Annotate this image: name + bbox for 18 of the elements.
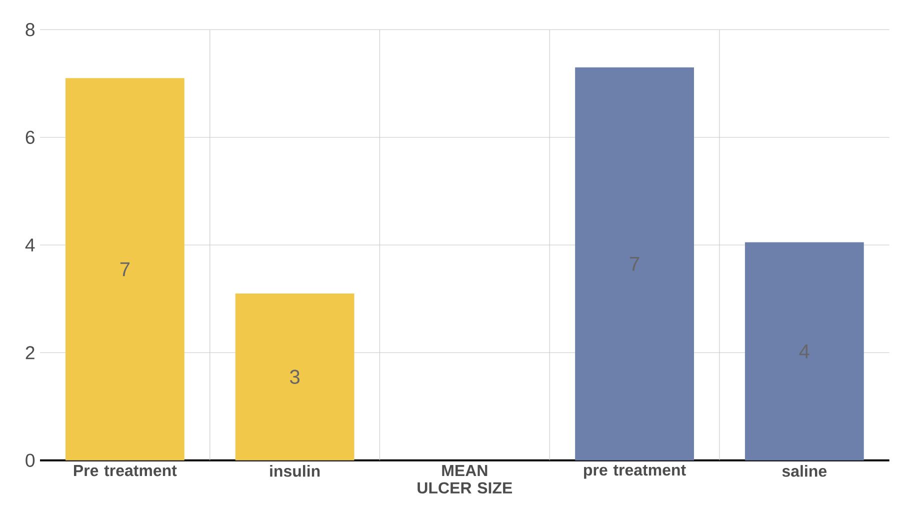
x-tick-label: pre treatment [584,465,686,479]
y-tick-label: 8 [26,23,34,36]
data-label: 4 [799,344,810,358]
x-tick-label: saline [782,465,827,477]
y-tick-label: 2 [26,346,34,360]
x-tick-label: Pre treatment [74,465,177,476]
x-tick-label: insulin [270,465,320,477]
bar [744,242,864,460]
y-tick-label: 6 [26,130,34,144]
data-label: 7 [630,256,640,271]
bar [575,67,694,460]
data-label: 3 [290,370,300,384]
x-tick-label: MEAN ULCER SIZE [418,465,512,494]
bar [235,293,354,460]
bar [65,78,184,460]
y-tick-label: 4 [25,238,35,252]
y-tick-label: 0 [26,454,35,467]
data-label: 7 [120,262,130,276]
